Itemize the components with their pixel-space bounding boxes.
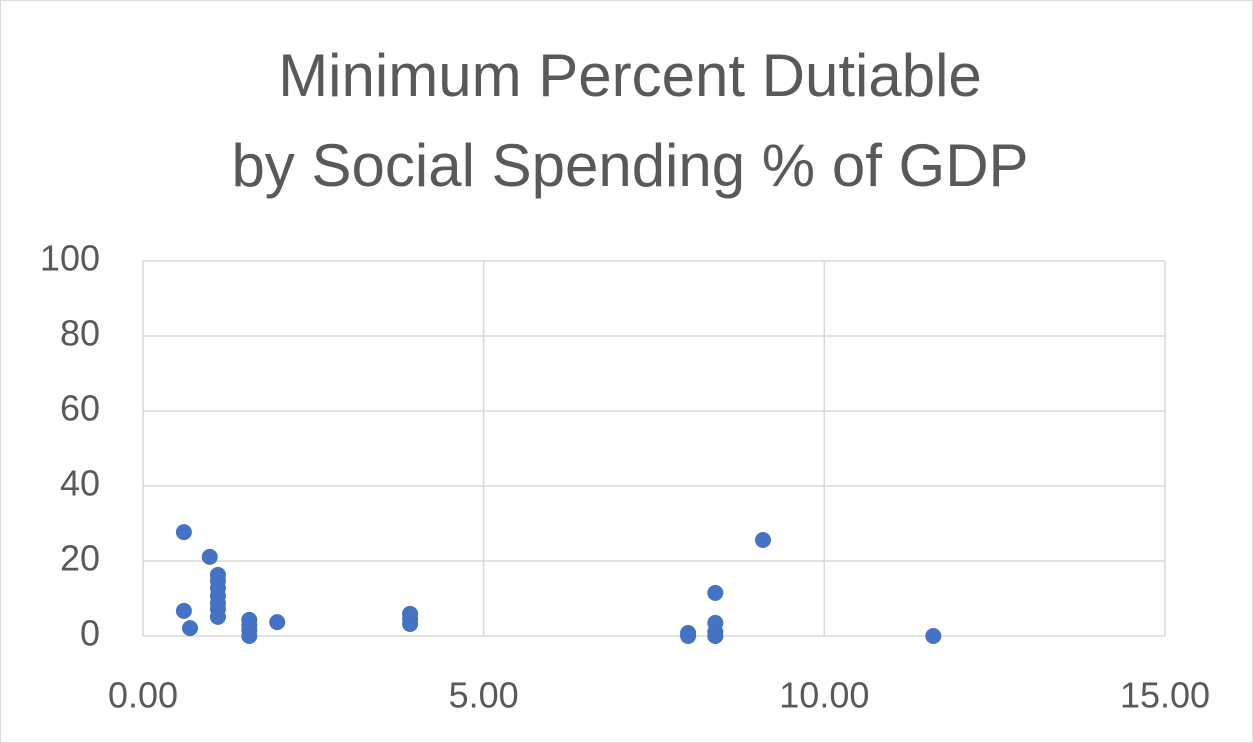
y-tick-label: 0 [80, 613, 100, 654]
y-tick-label: 100 [40, 238, 100, 279]
chart-title: by Social Spending % of GDP [231, 132, 1028, 199]
point [680, 628, 697, 644]
point [241, 628, 258, 644]
chart-title: Minimum Percent Dutiable [278, 42, 982, 109]
x-tick-label: 5.00 [449, 675, 519, 716]
point [182, 620, 199, 637]
point [209, 608, 226, 625]
y-tick-label: 40 [60, 463, 100, 504]
y-tick-label: 20 [60, 538, 100, 579]
point [925, 628, 942, 644]
x-tick-label: 15.00 [1120, 675, 1210, 716]
y-tick-label: 80 [60, 313, 100, 354]
x-tick-label: 10.00 [779, 675, 869, 716]
y-tick-label: 60 [60, 388, 100, 429]
point [755, 532, 772, 548]
point [402, 616, 419, 632]
point [175, 524, 192, 541]
point [269, 614, 286, 631]
point [175, 602, 192, 619]
point [707, 584, 724, 601]
point [707, 628, 724, 644]
x-tick-label: 0.00 [108, 675, 178, 716]
point [201, 548, 218, 565]
